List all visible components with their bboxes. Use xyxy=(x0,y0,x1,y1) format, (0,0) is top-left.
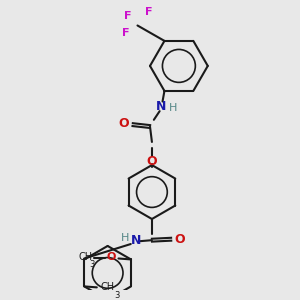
Text: O: O xyxy=(106,252,116,262)
Text: F: F xyxy=(122,28,130,38)
Text: O: O xyxy=(147,155,157,168)
Text: H: H xyxy=(169,103,177,113)
Text: CH: CH xyxy=(79,252,93,262)
Text: O: O xyxy=(119,117,129,130)
Text: CH: CH xyxy=(100,282,115,292)
Text: 3: 3 xyxy=(114,291,120,300)
Text: N: N xyxy=(131,234,142,247)
Text: H: H xyxy=(121,233,129,243)
Text: N: N xyxy=(156,100,167,113)
Text: O: O xyxy=(175,233,185,246)
Text: 3: 3 xyxy=(90,260,95,269)
Text: F: F xyxy=(124,11,132,21)
Text: F: F xyxy=(145,7,153,17)
